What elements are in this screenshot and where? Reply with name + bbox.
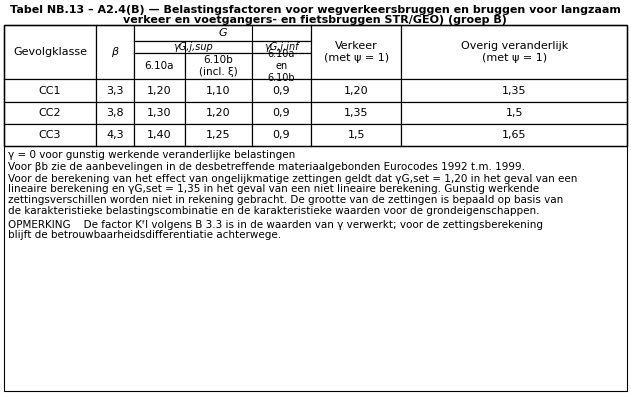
Bar bbox=[401, 124, 627, 146]
Text: 6.10b
(incl. ξ): 6.10b (incl. ξ) bbox=[199, 55, 238, 77]
Bar bbox=[4, 79, 96, 102]
Bar bbox=[134, 25, 311, 41]
Bar bbox=[401, 25, 627, 79]
Text: 3,8: 3,8 bbox=[106, 108, 124, 118]
Bar bbox=[185, 79, 252, 102]
Bar bbox=[96, 25, 134, 79]
Text: 1,20: 1,20 bbox=[206, 108, 230, 118]
Bar bbox=[185, 124, 252, 146]
Text: β: β bbox=[111, 47, 119, 57]
Text: 3,3: 3,3 bbox=[106, 86, 124, 95]
Bar bbox=[185, 53, 252, 79]
Text: γ = 0 voor gunstig werkende veranderlijke belastingen: γ = 0 voor gunstig werkende veranderlijk… bbox=[8, 150, 295, 160]
Bar bbox=[134, 41, 252, 53]
Text: 0,9: 0,9 bbox=[273, 108, 290, 118]
Text: Verkeer
(met ψ = 1): Verkeer (met ψ = 1) bbox=[324, 41, 389, 63]
Bar bbox=[4, 25, 627, 146]
Text: 1,65: 1,65 bbox=[502, 130, 526, 140]
Text: γG,j,inf: γG,j,inf bbox=[264, 42, 299, 52]
Bar bbox=[311, 79, 401, 102]
Bar bbox=[252, 79, 311, 102]
Text: blijft de betrouwbaarheidsdifferentiatie achterwege.: blijft de betrouwbaarheidsdifferentiatie… bbox=[8, 231, 281, 241]
Text: 1,40: 1,40 bbox=[147, 130, 172, 140]
Text: CC1: CC1 bbox=[39, 86, 61, 95]
Bar bbox=[134, 124, 185, 146]
Bar bbox=[4, 25, 96, 79]
Bar bbox=[311, 25, 401, 79]
Text: 1,30: 1,30 bbox=[147, 108, 172, 118]
Bar bbox=[4, 102, 96, 124]
Text: G: G bbox=[218, 28, 227, 38]
Text: Voor βb zie de aanbevelingen in de desbetreffende materiaalgebonden Eurocodes 19: Voor βb zie de aanbevelingen in de desbe… bbox=[8, 162, 525, 172]
Text: 1,20: 1,20 bbox=[147, 86, 172, 95]
Text: 1,5: 1,5 bbox=[348, 130, 365, 140]
Text: 0,9: 0,9 bbox=[273, 130, 290, 140]
Bar bbox=[252, 53, 311, 79]
Text: verkeer en voetgangers- en fietsbruggen STR/GEO) (groep B): verkeer en voetgangers- en fietsbruggen … bbox=[123, 15, 507, 25]
Text: Tabel NB.13 – A2.4(B) — Belastingsfactoren voor wegverkeersbruggen en bruggen vo: Tabel NB.13 – A2.4(B) — Belastingsfactor… bbox=[9, 5, 620, 15]
Bar bbox=[252, 102, 311, 124]
Bar bbox=[311, 124, 401, 146]
Bar bbox=[96, 79, 134, 102]
Bar bbox=[96, 102, 134, 124]
Bar bbox=[401, 102, 627, 124]
Text: Overig veranderlijk
(met ψ = 1): Overig veranderlijk (met ψ = 1) bbox=[461, 41, 568, 63]
Text: 4,3: 4,3 bbox=[106, 130, 124, 140]
Text: γG,j,sup: γG,j,sup bbox=[173, 42, 213, 52]
Text: Gevolgklasse: Gevolgklasse bbox=[13, 47, 87, 57]
Bar bbox=[252, 41, 311, 53]
Bar bbox=[96, 124, 134, 146]
Text: 1,35: 1,35 bbox=[344, 108, 369, 118]
Bar bbox=[4, 124, 96, 146]
Text: OPMERKING    De factor Kᶠl volgens B 3.3 is in de waarden van γ verwerkt; voor d: OPMERKING De factor Kᶠl volgens B 3.3 is… bbox=[8, 220, 543, 230]
Text: 1,20: 1,20 bbox=[344, 86, 369, 95]
Text: CC2: CC2 bbox=[38, 108, 61, 118]
Bar bbox=[311, 102, 401, 124]
Bar bbox=[401, 79, 627, 102]
Bar bbox=[134, 79, 185, 102]
Text: 1,35: 1,35 bbox=[502, 86, 526, 95]
Text: zettingsverschillen worden niet in rekening gebracht. De grootte van de zettinge: zettingsverschillen worden niet in reken… bbox=[8, 195, 563, 205]
Text: 1,10: 1,10 bbox=[206, 86, 230, 95]
Text: 6.10a: 6.10a bbox=[144, 61, 174, 71]
Bar bbox=[252, 124, 311, 146]
Text: 0,9: 0,9 bbox=[273, 86, 290, 95]
Text: CC3: CC3 bbox=[39, 130, 61, 140]
Bar bbox=[134, 53, 185, 79]
Text: de karakteristieke belastingscombinatie en de karakteristieke waarden voor de gr: de karakteristieke belastingscombinatie … bbox=[8, 206, 540, 215]
Bar bbox=[185, 102, 252, 124]
Bar bbox=[134, 102, 185, 124]
Text: 6.10a
en
6.10b: 6.10a en 6.10b bbox=[268, 49, 295, 83]
Text: lineaire berekening en γG,set = 1,35 in het geval van een niet lineaire berekeni: lineaire berekening en γG,set = 1,35 in … bbox=[8, 184, 539, 195]
Text: Voor de berekening van het effect van ongelijkmatige zettingen geldt dat γG,set : Voor de berekening van het effect van on… bbox=[8, 174, 577, 184]
Text: 1,25: 1,25 bbox=[206, 130, 230, 140]
Text: 1,5: 1,5 bbox=[505, 108, 523, 118]
